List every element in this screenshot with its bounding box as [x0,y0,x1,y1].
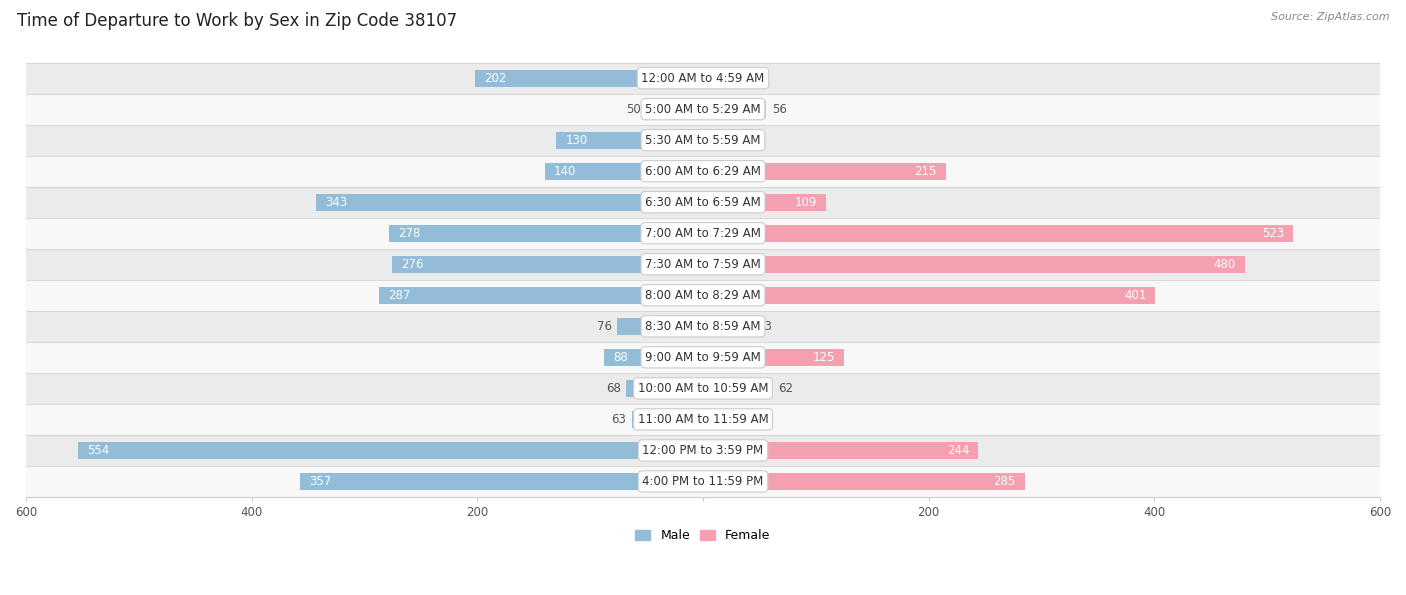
Text: 140: 140 [554,165,576,178]
Text: 9:00 AM to 9:59 AM: 9:00 AM to 9:59 AM [645,351,761,364]
Bar [27,311,1379,342]
Text: 480: 480 [1213,258,1236,271]
Bar [389,225,703,242]
Legend: Male, Female: Male, Female [630,524,776,547]
Text: 109: 109 [794,196,817,209]
Text: 5:30 AM to 5:59 AM: 5:30 AM to 5:59 AM [645,134,761,146]
Text: 125: 125 [813,351,835,364]
Bar [703,101,766,118]
Text: Time of Departure to Work by Sex in Zip Code 38107: Time of Departure to Work by Sex in Zip … [17,12,457,30]
Bar [703,194,825,211]
Text: 7:00 AM to 7:29 AM: 7:00 AM to 7:29 AM [645,227,761,240]
Text: 56: 56 [772,102,787,115]
Text: Source: ZipAtlas.com: Source: ZipAtlas.com [1271,12,1389,22]
Bar [27,404,1379,435]
Bar [703,349,844,366]
Bar [27,187,1379,218]
Bar [27,435,1379,466]
Bar [77,442,703,459]
Bar [27,373,1379,404]
Text: 12:00 AM to 4:59 AM: 12:00 AM to 4:59 AM [641,71,765,84]
Text: 33: 33 [745,134,761,146]
Text: 63: 63 [612,413,626,426]
Text: 11:00 AM to 11:59 AM: 11:00 AM to 11:59 AM [638,413,768,426]
Text: 41: 41 [755,413,770,426]
Text: 285: 285 [993,475,1015,488]
Bar [27,280,1379,311]
Text: 62: 62 [779,382,793,395]
Text: 554: 554 [87,444,110,457]
Bar [703,70,745,87]
Text: 215: 215 [914,165,936,178]
Text: 5:00 AM to 5:29 AM: 5:00 AM to 5:29 AM [645,102,761,115]
Text: 88: 88 [613,351,627,364]
Bar [27,342,1379,373]
Bar [27,249,1379,280]
Bar [392,256,703,273]
Text: 202: 202 [484,71,506,84]
Bar [27,466,1379,497]
Text: 357: 357 [309,475,332,488]
Bar [380,287,703,304]
Text: 12:00 PM to 3:59 PM: 12:00 PM to 3:59 PM [643,444,763,457]
Text: 287: 287 [388,289,411,302]
Text: 76: 76 [596,320,612,333]
Bar [703,411,749,428]
Text: 6:30 AM to 6:59 AM: 6:30 AM to 6:59 AM [645,196,761,209]
Bar [301,473,703,490]
Bar [557,131,703,149]
Bar [703,287,1156,304]
Bar [27,124,1379,156]
Text: 244: 244 [946,444,969,457]
Text: 8:30 AM to 8:59 AM: 8:30 AM to 8:59 AM [645,320,761,333]
Bar [316,194,703,211]
Bar [703,162,946,180]
Bar [27,93,1379,124]
Bar [703,318,752,335]
Bar [603,349,703,366]
Text: 7:30 AM to 7:59 AM: 7:30 AM to 7:59 AM [645,258,761,271]
Text: 10:00 AM to 10:59 AM: 10:00 AM to 10:59 AM [638,382,768,395]
Text: 401: 401 [1123,289,1146,302]
Text: 4:00 PM to 11:59 PM: 4:00 PM to 11:59 PM [643,475,763,488]
Bar [647,101,703,118]
Text: 38: 38 [752,71,766,84]
Bar [703,131,740,149]
Bar [703,225,1294,242]
Bar [703,380,773,397]
Bar [546,162,703,180]
Text: 343: 343 [325,196,347,209]
Bar [617,318,703,335]
Text: 68: 68 [606,382,620,395]
Bar [27,156,1379,187]
Text: 130: 130 [565,134,588,146]
Bar [703,256,1244,273]
Bar [631,411,703,428]
Text: 50: 50 [626,102,641,115]
Bar [27,218,1379,249]
Text: 278: 278 [398,227,420,240]
Text: 8:00 AM to 8:29 AM: 8:00 AM to 8:29 AM [645,289,761,302]
Bar [626,380,703,397]
Text: 6:00 AM to 6:29 AM: 6:00 AM to 6:29 AM [645,165,761,178]
Bar [703,473,1025,490]
Bar [703,442,979,459]
Bar [27,62,1379,93]
Text: 43: 43 [758,320,772,333]
Text: 276: 276 [401,258,423,271]
Bar [475,70,703,87]
Text: 523: 523 [1261,227,1284,240]
